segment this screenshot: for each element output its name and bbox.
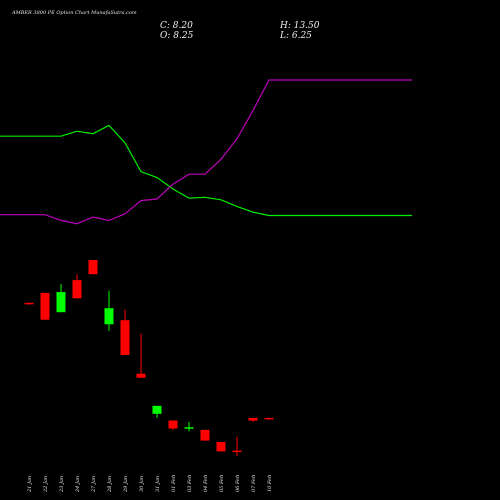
- candle: [248, 417, 258, 422]
- candle-body: [72, 280, 82, 299]
- ma-fast-line: [0, 124, 412, 217]
- candle-body: [216, 442, 226, 452]
- x-tick-label: 03 Feb: [187, 475, 193, 492]
- x-tick-label: 10 Feb: [267, 475, 273, 492]
- x-tick-label: 30 Jan: [139, 476, 145, 492]
- x-tick-label: 31 Jan: [155, 476, 161, 492]
- candle-body: [120, 320, 130, 355]
- x-tick-label: 21 Jan: [27, 476, 33, 493]
- x-tick-label: 01 Feb: [171, 475, 177, 492]
- candle: [136, 333, 146, 378]
- candle-body: [40, 292, 50, 320]
- moving-average-lines: [0, 79, 412, 225]
- candle-body: [152, 405, 162, 414]
- x-axis-tick-labels: 21 Jan 22 Jan 23 Jan 24 Jan 27 Jan 28 Jan 29 J…: [27, 475, 273, 493]
- candle: [40, 292, 50, 320]
- candle: [216, 442, 226, 452]
- candle: [232, 436, 242, 456]
- candle: [152, 405, 162, 418]
- candle-body: [104, 308, 114, 325]
- candle: [120, 309, 130, 355]
- x-tick-label: 05 Feb: [219, 475, 225, 492]
- x-tick-label: 23 Jan: [59, 476, 65, 493]
- candle-body: [136, 373, 146, 378]
- candle: [88, 260, 98, 275]
- x-tick-label: 24 Jan: [75, 476, 81, 493]
- x-tick-label: 27 Jan: [91, 476, 97, 493]
- candle: [24, 302, 34, 305]
- open-readout: O: 8.25: [160, 31, 194, 41]
- candle-body: [184, 427, 194, 429]
- candle-body: [232, 450, 242, 453]
- candle-body: [200, 429, 210, 441]
- candle: [72, 274, 82, 299]
- candle: [168, 420, 178, 430]
- close-readout: C: 8.20: [160, 21, 193, 31]
- candle: [184, 421, 194, 432]
- high-readout: H: 13.50: [279, 21, 320, 31]
- candle-body: [56, 292, 66, 313]
- chart-title: AMBER 3800 PE Option Chart MunafaSutra.c…: [11, 10, 137, 16]
- ma-slow-line: [0, 79, 412, 225]
- x-tick-label: 22 Jan: [43, 476, 49, 493]
- candle-body: [264, 417, 274, 420]
- candle: [200, 429, 210, 441]
- x-tick-label: 28 Jan: [107, 476, 113, 493]
- x-tick-label: 29 Jan: [123, 476, 129, 493]
- x-tick-label: 04 Feb: [203, 475, 209, 492]
- candles: [24, 260, 274, 456]
- candle: [264, 417, 274, 420]
- candle-body: [168, 420, 178, 429]
- candle-body: [248, 417, 258, 421]
- candle: [56, 284, 66, 313]
- candle-body: [24, 302, 34, 305]
- candle: [104, 290, 114, 331]
- x-tick-label: 06 Feb: [235, 475, 241, 492]
- candle-body: [88, 260, 98, 275]
- low-readout: L: 6.25: [279, 31, 312, 41]
- x-tick-label: 07 Feb: [251, 475, 257, 492]
